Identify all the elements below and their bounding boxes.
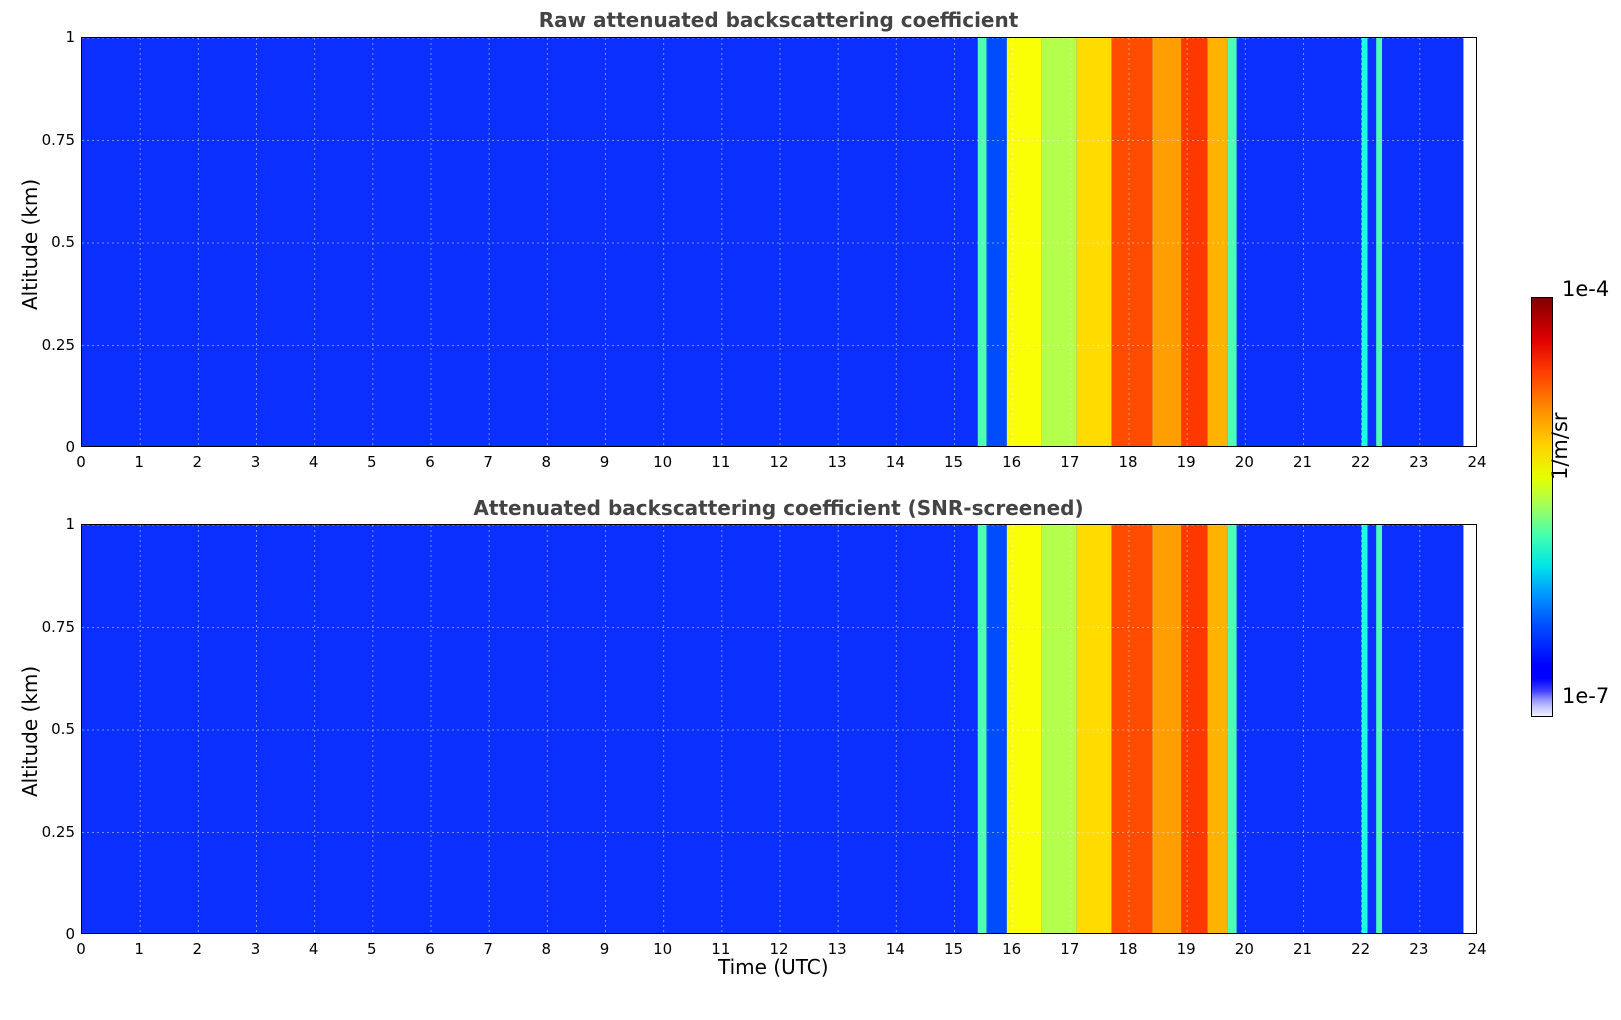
x-tick-label: 17 xyxy=(1060,453,1080,471)
signal-band-2 xyxy=(1006,38,1042,446)
x-tick-label: 0 xyxy=(76,940,86,958)
x-tick-label: 1 xyxy=(134,453,144,471)
x-tick-label: 2 xyxy=(192,940,203,958)
y-tick-label: 1 xyxy=(65,515,75,533)
x-tick-label: 23 xyxy=(1409,940,1429,958)
signal-band-0 xyxy=(977,525,987,933)
x-tick-label: 13 xyxy=(827,940,847,958)
colorbar-unit-label: 1/m/sr xyxy=(1548,412,1572,480)
x-tick-label: 23 xyxy=(1409,453,1429,471)
x-tick-label: 9 xyxy=(599,453,610,471)
signal-band-7 xyxy=(1181,525,1208,933)
x-tick-label: 20 xyxy=(1234,453,1254,471)
x-tick-label: 6 xyxy=(425,453,435,471)
x-tick-label: 14 xyxy=(885,453,905,471)
x-tick-label: 5 xyxy=(367,453,377,471)
signal-band-5 xyxy=(1111,38,1153,446)
x-tick-label: 24 xyxy=(1467,453,1487,471)
x-tick-label: 3 xyxy=(250,940,261,958)
x-tick-label: 2 xyxy=(192,453,203,471)
signal-band-4 xyxy=(1076,38,1112,446)
x-tick-label: 12 xyxy=(769,940,789,958)
colorbar xyxy=(1531,297,1553,717)
heatmap-raw xyxy=(81,37,1477,447)
x-tick-label: 7 xyxy=(483,453,493,471)
signal-band-0 xyxy=(977,38,987,446)
x-tick-label: 18 xyxy=(1118,940,1138,958)
x-tick-label: 8 xyxy=(541,940,552,958)
x-tick-label: 21 xyxy=(1292,940,1313,958)
x-tick-label: 9 xyxy=(599,940,610,958)
y-tick-label: 0.25 xyxy=(41,335,75,354)
x-tick-label: 10 xyxy=(653,453,673,471)
x-tick-label: 11 xyxy=(711,453,731,471)
signal-band-4 xyxy=(1076,525,1112,933)
y-tick-label: 1 xyxy=(65,28,75,46)
signal-band-11 xyxy=(1376,525,1383,933)
x-tick-label: 18 xyxy=(1118,453,1138,471)
x-tick-label: 12 xyxy=(769,453,789,471)
x-tick-label: 3 xyxy=(250,453,261,471)
x-tick-label: 6 xyxy=(425,940,435,958)
signal-band-7 xyxy=(1181,38,1208,446)
x-tick-label: 8 xyxy=(541,453,552,471)
y-tick-label: 0.75 xyxy=(41,617,75,636)
signal-band-6 xyxy=(1152,38,1182,446)
signal-band-1 xyxy=(986,525,1007,933)
y-tick-label: 0 xyxy=(65,925,75,943)
x-tick-label: 4 xyxy=(308,453,319,471)
x-tick-label: 16 xyxy=(1002,453,1022,471)
signal-band-6 xyxy=(1152,525,1182,933)
x-tick-label: 19 xyxy=(1176,940,1196,958)
signal-band-8 xyxy=(1207,525,1228,933)
x-tick-label: 14 xyxy=(885,940,905,958)
signal-band-3 xyxy=(1041,38,1077,446)
signal-band-10 xyxy=(1361,38,1368,446)
y-tick-label: 0.5 xyxy=(51,720,75,738)
no-data-region xyxy=(1463,38,1476,446)
signal-band-2 xyxy=(1006,525,1042,933)
x-tick-label: 16 xyxy=(1002,940,1022,958)
x-tick-label: 24 xyxy=(1467,940,1487,958)
signal-band-3 xyxy=(1041,525,1077,933)
colorbar-min-label: 1e-7 xyxy=(1562,684,1610,708)
x-tick-label: 21 xyxy=(1292,453,1313,471)
x-tick-label: 22 xyxy=(1351,940,1371,958)
signal-band-9 xyxy=(1227,525,1237,933)
x-tick-label: 17 xyxy=(1060,940,1080,958)
heatmap-screened xyxy=(81,524,1477,934)
signal-band-1 xyxy=(986,38,1007,446)
signal-band-11 xyxy=(1376,38,1383,446)
x-axis-label: Time (UTC) xyxy=(718,955,829,979)
chart-title-raw: Raw attenuated backscattering coefficien… xyxy=(538,8,1019,32)
x-tick-label: 15 xyxy=(943,940,964,958)
y-tick-label: 0.25 xyxy=(41,822,75,841)
colorbar-max-label: 1e-4 xyxy=(1562,277,1610,301)
heatmap-svg xyxy=(82,38,1476,446)
signal-band-9 xyxy=(1227,38,1237,446)
y-tick-label: 0 xyxy=(65,438,75,456)
x-tick-label: 19 xyxy=(1176,453,1196,471)
x-tick-label: 22 xyxy=(1351,453,1371,471)
chart-title-screened: Attenuated backscattering coefficient (S… xyxy=(473,496,1084,520)
x-tick-label: 11 xyxy=(711,940,731,958)
x-tick-label: 5 xyxy=(367,940,377,958)
x-tick-label: 7 xyxy=(483,940,493,958)
x-tick-label: 20 xyxy=(1234,940,1254,958)
signal-band-10 xyxy=(1361,525,1368,933)
heatmap-svg xyxy=(82,525,1476,933)
signal-band-5 xyxy=(1111,525,1153,933)
y-tick-label: 0.75 xyxy=(41,130,75,149)
y-tick-label: 0.5 xyxy=(51,233,75,251)
x-tick-label: 15 xyxy=(943,453,964,471)
x-tick-label: 0 xyxy=(76,453,86,471)
x-tick-label: 10 xyxy=(653,940,673,958)
x-tick-label: 13 xyxy=(827,453,847,471)
no-data-region xyxy=(1463,525,1476,933)
signal-band-8 xyxy=(1207,38,1228,446)
x-tick-label: 4 xyxy=(308,940,319,958)
x-tick-label: 1 xyxy=(134,940,144,958)
